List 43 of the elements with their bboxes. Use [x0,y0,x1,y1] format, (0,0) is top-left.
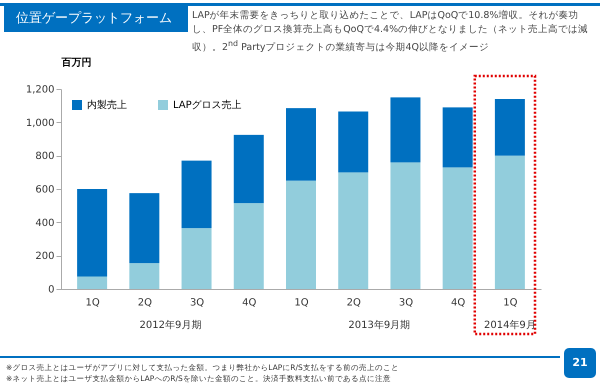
bar [182,160,212,228]
text: 2013年9月期 [348,319,410,331]
x-tick-label: 3Q [190,298,204,308]
legend-label: LAPグロス売上 [173,99,242,111]
text: 2014年9月 [484,319,536,331]
y-tick-label: 1,200 [26,84,54,96]
bar [77,276,108,289]
chart-title: 位置ゲープラットフォーム [4,6,188,32]
bar [286,108,316,181]
y-tick-label: 1,000 [26,118,54,129]
y-tick-label: 400 [35,218,54,229]
x-tick-label: 3Q [398,298,414,308]
bar [494,99,525,156]
bar [338,112,368,172]
bar [494,156,525,289]
bar [442,107,473,168]
chart-subtitle: LAPが年末需要をきっちりと取り込めたことで、LAPはQoQで10.8%増収。それが奏功し、PF全体のグロス換算売上高もQoQで4.4%の伸びとなりました（ネット売上高では減収）。2$^{nd}$ Partyプロジェクトの業績寄与は今期4Q以降をイメージ [192,9,590,56]
bar [442,167,473,289]
bar [234,203,264,289]
bar [77,189,108,276]
bar [338,172,368,289]
x-tick-label: 1Q [294,298,309,308]
bar [390,97,420,162]
bar [390,162,420,289]
y-tick-label: 0 [48,284,54,296]
y-tick-label: 200 [35,251,54,262]
bar [129,193,160,264]
text: 2012年9月期 [140,319,202,331]
bar [286,180,316,289]
x-tick-label: 1Q [503,298,518,308]
x-tick-label: 4Q [451,298,466,308]
bar [234,134,264,204]
x-tick-label: 4Q [242,298,257,308]
x-tick-label: 2Q [138,298,152,308]
legend-label: 内製売上 [87,99,127,111]
y-axis-title: 百万円 [60,58,92,68]
x-tick-label: 2Q [346,298,361,308]
y-tick-label: 600 [35,184,54,196]
bar [129,263,160,289]
text: 21 [564,348,596,378]
y-tick-label: 800 [35,151,54,162]
x-tick-label: 1Q [85,298,100,308]
bar [182,228,212,289]
